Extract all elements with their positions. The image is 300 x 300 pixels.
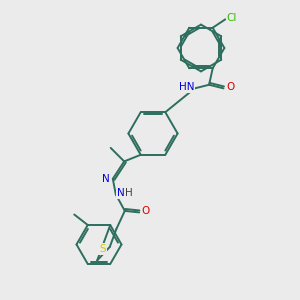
Text: O: O [226,82,234,92]
Text: N: N [117,188,125,198]
Text: S: S [99,244,106,254]
Text: Cl: Cl [227,13,237,23]
Text: O: O [142,206,150,216]
Text: N: N [102,174,110,184]
Text: H: H [125,188,133,198]
Text: HN: HN [178,82,194,92]
